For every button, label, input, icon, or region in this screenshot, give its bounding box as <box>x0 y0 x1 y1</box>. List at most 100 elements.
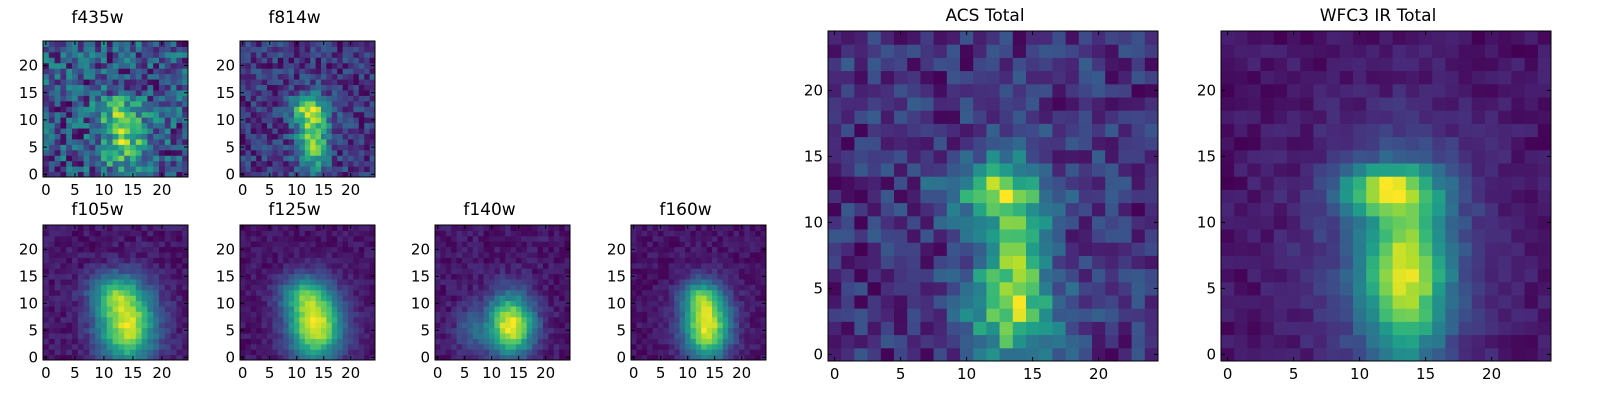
heatmap-cell <box>1366 281 1380 296</box>
panel-title: f140w <box>463 200 516 220</box>
heatmap-cell <box>537 354 544 361</box>
heatmap-cell <box>164 354 172 361</box>
heatmap-cell <box>559 289 566 296</box>
heatmap-cell <box>256 160 263 167</box>
heatmap-cell <box>1458 189 1473 204</box>
heatmap-cell <box>310 311 317 318</box>
heatmap-cell <box>112 68 119 75</box>
heatmap-cell <box>358 122 365 129</box>
heatmap-cell <box>564 279 571 285</box>
heatmap-cell <box>89 155 96 162</box>
heatmap-cell <box>532 354 539 361</box>
heatmap-cell <box>760 235 767 242</box>
heatmap-cell <box>261 57 268 64</box>
heatmap-cell <box>1026 229 1040 243</box>
heatmap-cell <box>89 257 96 264</box>
heatmap-cell <box>77 149 85 156</box>
heatmap-cell <box>135 354 143 361</box>
heatmap-cell <box>494 316 501 323</box>
heatmap-cell <box>288 333 295 339</box>
heatmap-cell <box>164 68 172 75</box>
heatmap-cell <box>112 262 119 269</box>
x-tick-label: 15 <box>705 364 724 382</box>
heatmap-cell <box>631 343 637 350</box>
heatmap-cell <box>315 289 322 296</box>
heatmap-cell <box>755 230 762 237</box>
heatmap-cell <box>48 51 56 58</box>
heatmap-cell <box>828 70 842 85</box>
heatmap-cell <box>722 343 729 350</box>
heatmap-cell <box>462 284 468 291</box>
heatmap-cell <box>841 215 855 230</box>
heatmap-cell <box>124 349 131 356</box>
heatmap-cell <box>164 166 172 173</box>
heatmap-cell <box>77 122 85 129</box>
heatmap-cell <box>1144 110 1159 124</box>
heatmap-cell <box>467 338 474 345</box>
heatmap-cell <box>277 57 284 64</box>
heatmap-cell <box>250 57 257 64</box>
heatmap-cell <box>946 44 961 58</box>
heatmap-cell <box>706 338 713 345</box>
heatmap-cell <box>106 230 114 237</box>
heatmap-cell <box>66 57 73 64</box>
heatmap-cell <box>841 295 855 309</box>
heatmap-cell <box>744 295 751 302</box>
heatmap-cell <box>631 257 637 264</box>
heatmap-cell <box>1511 347 1526 362</box>
heatmap-cell <box>321 306 327 312</box>
heatmap-cell <box>182 138 189 145</box>
heatmap-cell <box>267 111 273 118</box>
heatmap-cell <box>537 349 544 356</box>
heatmap-cell <box>828 136 842 151</box>
heatmap-cell <box>135 73 143 80</box>
heatmap-cell <box>256 252 263 258</box>
heatmap-cell <box>342 89 349 96</box>
heatmap-cell <box>1392 334 1407 349</box>
heatmap-cell <box>706 252 713 258</box>
heatmap-cell <box>456 343 463 350</box>
heatmap-cell <box>663 235 670 242</box>
heatmap-cell <box>1313 189 1328 204</box>
heatmap-cell <box>679 246 686 253</box>
heatmap-cell <box>1273 189 1288 204</box>
heatmap-cell <box>348 155 354 162</box>
heatmap-cell <box>1234 242 1248 256</box>
heatmap-cell <box>304 133 311 140</box>
heatmap-cell <box>728 241 735 248</box>
heatmap-cell <box>1026 57 1040 72</box>
heatmap-cell <box>647 235 654 242</box>
heatmap-cell <box>95 106 102 113</box>
heatmap-cell <box>147 68 154 75</box>
heatmap-cell <box>933 281 948 296</box>
heatmap-cell <box>153 84 160 91</box>
heatmap-cell <box>182 235 189 242</box>
heatmap-cell <box>299 117 306 124</box>
heatmap-cell <box>95 343 102 350</box>
heatmap-cell <box>164 128 172 134</box>
heatmap-cell <box>986 123 1001 138</box>
heatmap-cell <box>658 343 664 350</box>
heatmap-cell <box>631 268 637 275</box>
heatmap-cell <box>933 44 948 58</box>
heatmap-cell <box>182 252 189 258</box>
heatmap-cell <box>744 273 751 280</box>
heatmap-cell <box>1471 334 1486 349</box>
heatmap-cell <box>483 354 490 361</box>
y-tick-label: 10 <box>411 295 430 313</box>
axes-frame <box>239 224 376 361</box>
heatmap-cell <box>1405 229 1420 243</box>
x-tick-label: 20 <box>1089 365 1108 383</box>
heatmap-cell <box>543 252 549 258</box>
heatmap-cell <box>159 100 166 107</box>
heatmap-cell <box>159 322 166 329</box>
heatmap-cell <box>1131 123 1146 138</box>
heatmap-cell <box>537 273 544 280</box>
heatmap-cell <box>182 155 189 162</box>
heatmap-cell <box>701 338 708 345</box>
heatmap-cell <box>695 230 702 237</box>
heatmap-cell <box>83 246 90 253</box>
heatmap-cell <box>548 327 555 334</box>
heatmap-cell <box>48 122 56 129</box>
heatmap-cell <box>315 57 322 64</box>
